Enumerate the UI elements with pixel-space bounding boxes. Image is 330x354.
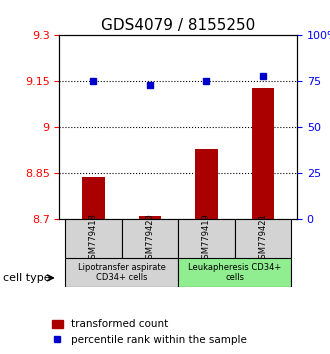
FancyBboxPatch shape [235,219,291,258]
FancyBboxPatch shape [65,219,122,258]
Text: Lipotransfer aspirate
CD34+ cells: Lipotransfer aspirate CD34+ cells [78,263,166,282]
FancyBboxPatch shape [178,219,235,258]
Text: GSM779419: GSM779419 [202,213,211,264]
FancyBboxPatch shape [178,258,291,287]
Bar [195,149,218,219]
Title: GDS4079 / 8155250: GDS4079 / 8155250 [101,18,255,33]
Text: GSM779421: GSM779421 [259,213,268,264]
Bar [139,216,161,219]
Text: GSM779420: GSM779420 [146,213,154,264]
Text: GSM779418: GSM779418 [89,213,98,264]
FancyBboxPatch shape [65,258,178,287]
Bar [252,87,274,219]
Legend: transformed count, percentile rank within the sample: transformed count, percentile rank withi… [48,315,251,349]
FancyBboxPatch shape [122,219,178,258]
Text: Leukapheresis CD34+
cells: Leukapheresis CD34+ cells [188,263,281,282]
Bar [82,177,105,219]
Text: cell type: cell type [3,273,51,283]
